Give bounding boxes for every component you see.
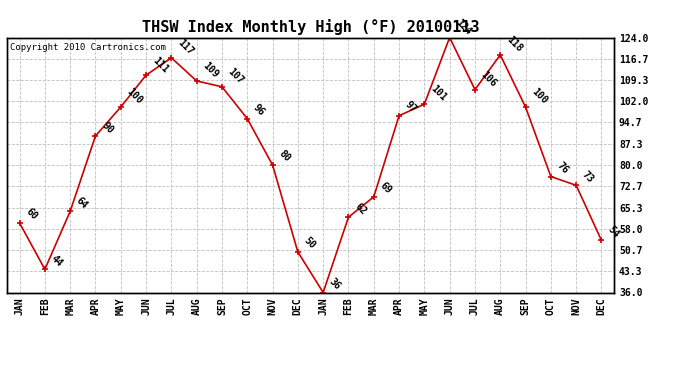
Text: 117: 117 (175, 38, 195, 57)
Text: 90: 90 (99, 120, 115, 135)
Text: 44: 44 (49, 253, 64, 268)
Text: 96: 96 (251, 102, 267, 118)
Text: 80: 80 (277, 149, 292, 164)
Text: Copyright 2010 Cartronics.com: Copyright 2010 Cartronics.com (10, 43, 166, 52)
Text: 54: 54 (606, 224, 621, 240)
Text: 101: 101 (428, 84, 448, 104)
Text: 62: 62 (353, 201, 368, 216)
Text: 100: 100 (530, 87, 549, 106)
Text: 76: 76 (555, 160, 571, 176)
Text: 109: 109 (201, 61, 220, 80)
Text: 106: 106 (479, 69, 499, 89)
Text: 107: 107 (226, 66, 246, 86)
Title: THSW Index Monthly High (°F) 20100113: THSW Index Monthly High (°F) 20100113 (141, 19, 480, 35)
Text: 124: 124 (454, 17, 473, 37)
Text: 100: 100 (125, 87, 144, 106)
Text: 73: 73 (580, 169, 595, 184)
Text: 69: 69 (378, 181, 393, 196)
Text: 50: 50 (302, 236, 317, 251)
Text: 64: 64 (75, 195, 90, 211)
Text: 97: 97 (403, 100, 419, 115)
Text: 111: 111 (150, 55, 170, 74)
Text: 60: 60 (23, 207, 39, 222)
Text: 118: 118 (504, 34, 524, 54)
Text: 36: 36 (327, 276, 343, 292)
